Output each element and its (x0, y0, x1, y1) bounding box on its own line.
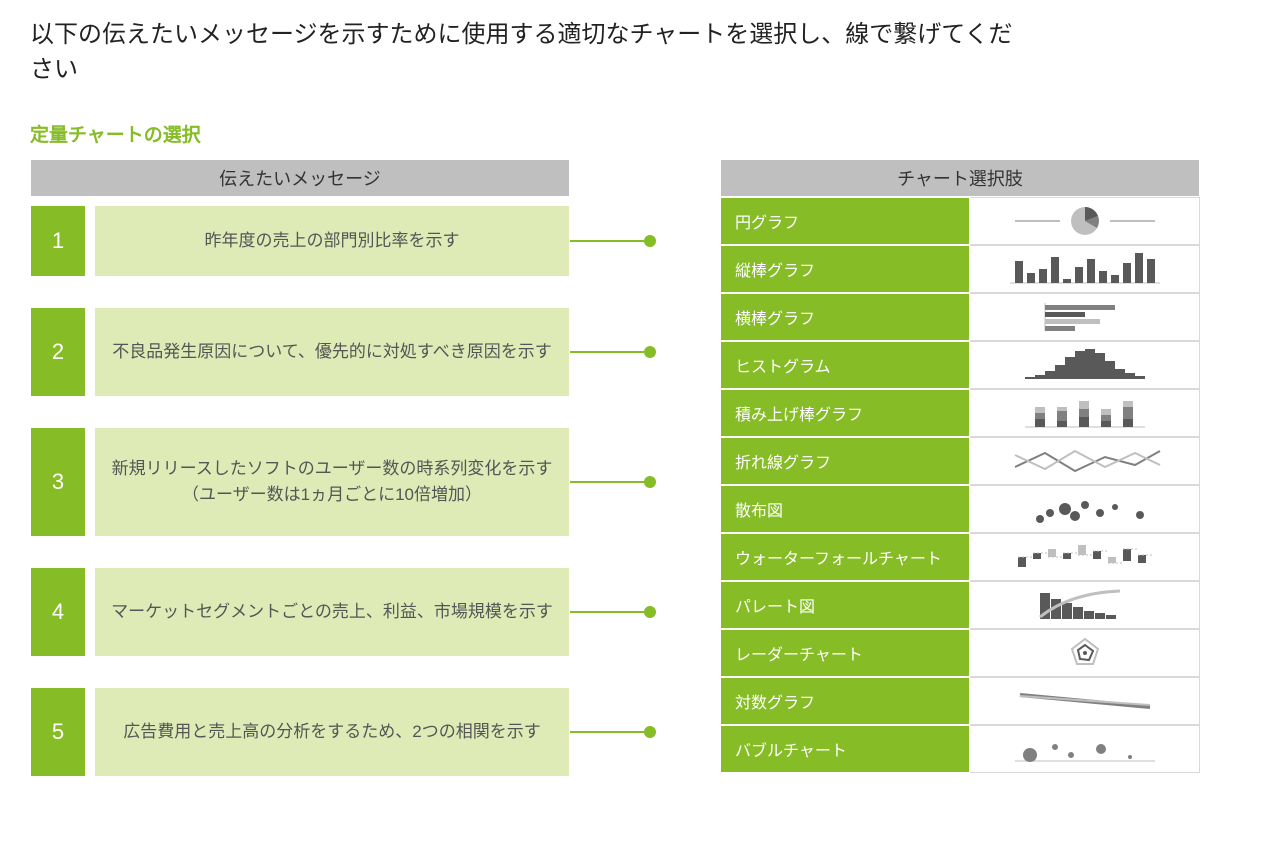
chart-option-label: ヒストグラム (720, 341, 970, 389)
chart-option-label: ウォーターフォールチャート (720, 533, 970, 581)
message-number: 4 (30, 567, 86, 657)
charts-table: 円グラフ 縦棒グラフ横棒グラフ ヒストグラム積み上げ棒グラフ折れ線グラフ 散布図… (720, 197, 1200, 773)
chart-option-label: 横棒グラフ (720, 293, 970, 341)
chart-option-row: 縦棒グラフ (720, 245, 1200, 293)
page-title: 以下の伝えたいメッセージを示すために使用する適切なチャートを選択し、線で繋げてく… (30, 18, 1030, 88)
chart-option-label: 積み上げ棒グラフ (720, 389, 970, 437)
chart-option-row: バブルチャート (720, 725, 1200, 773)
chart-option-label: レーダーチャート (720, 629, 970, 677)
message-text: 広告費用と売上高の分析をするため、2つの相関を示す (94, 687, 570, 777)
chart-option-row: パレート図 (720, 581, 1200, 629)
scatter-chart-icon (970, 485, 1200, 533)
messages-header: 伝えたいメッセージ (30, 159, 570, 197)
chart-option-row: 積み上げ棒グラフ (720, 389, 1200, 437)
stacked-chart-icon (970, 389, 1200, 437)
message-row: 2不良品発生原因について、優先的に対処すべき原因を示す (30, 307, 570, 397)
message-text: マーケットセグメントごとの売上、利益、市場規模を示す (94, 567, 570, 657)
chart-option-row: ヒストグラム (720, 341, 1200, 389)
message-number: 1 (30, 205, 86, 277)
histogram-chart-icon (970, 341, 1200, 389)
chart-option-label: 縦棒グラフ (720, 245, 970, 293)
connector-dot (570, 731, 650, 733)
message-text: 新規リリースしたソフトのユーザー数の時系列変化を示す（ユーザー数は1ヵ月ごとに1… (94, 427, 570, 537)
chart-option-row: 横棒グラフ (720, 293, 1200, 341)
chart-option-label: バブルチャート (720, 725, 970, 773)
charts-header: チャート選択肢 (720, 159, 1200, 197)
message-number: 2 (30, 307, 86, 397)
two-column-layout: 伝えたいメッセージ 1昨年度の売上の部門別比率を示す2不良品発生原因について、優… (30, 159, 1235, 807)
chart-option-label: 折れ線グラフ (720, 437, 970, 485)
pareto-chart-icon (970, 581, 1200, 629)
pie-chart-icon (970, 197, 1200, 245)
bubble-chart-icon (970, 725, 1200, 773)
chart-option-label: 散布図 (720, 485, 970, 533)
chart-option-row: 対数グラフ (720, 677, 1200, 725)
chart-option-row: レーダーチャート (720, 629, 1200, 677)
radar-chart-icon (970, 629, 1200, 677)
chart-option-row: 散布図 (720, 485, 1200, 533)
chart-option-row: 折れ線グラフ (720, 437, 1200, 485)
log-chart-icon (970, 677, 1200, 725)
hbar-chart-icon (970, 293, 1200, 341)
chart-option-label: 対数グラフ (720, 677, 970, 725)
chart-option-label: パレート図 (720, 581, 970, 629)
messages-column: 伝えたいメッセージ 1昨年度の売上の部門別比率を示す2不良品発生原因について、優… (30, 159, 570, 807)
message-row: 1昨年度の売上の部門別比率を示す (30, 205, 570, 277)
connector-dot (570, 611, 650, 613)
message-row: 5広告費用と売上高の分析をするため、2つの相関を示す (30, 687, 570, 777)
message-number: 5 (30, 687, 86, 777)
message-row: 4マーケットセグメントごとの売上、利益、市場規模を示す (30, 567, 570, 657)
chart-option-label: 円グラフ (720, 197, 970, 245)
message-text: 不良品発生原因について、優先的に対処すべき原因を示す (94, 307, 570, 397)
connector-dot (570, 481, 650, 483)
page-subtitle: 定量チャートの選択 (30, 120, 1235, 147)
charts-column: チャート選択肢 円グラフ 縦棒グラフ横棒グラフ ヒストグラム積み上げ棒グラフ折れ… (720, 159, 1200, 773)
message-text: 昨年度の売上の部門別比率を示す (94, 205, 570, 277)
connector-dot (570, 240, 650, 242)
chart-option-row: ウォーターフォールチャート (720, 533, 1200, 581)
connector-dot (570, 351, 650, 353)
column-chart-icon (970, 245, 1200, 293)
message-row: 3新規リリースしたソフトのユーザー数の時系列変化を示す（ユーザー数は1ヵ月ごとに… (30, 427, 570, 537)
line-chart-icon (970, 437, 1200, 485)
chart-option-row: 円グラフ (720, 197, 1200, 245)
waterfall-chart-icon (970, 533, 1200, 581)
messages-list: 1昨年度の売上の部門別比率を示す2不良品発生原因について、優先的に対処すべき原因… (30, 205, 570, 777)
message-number: 3 (30, 427, 86, 537)
